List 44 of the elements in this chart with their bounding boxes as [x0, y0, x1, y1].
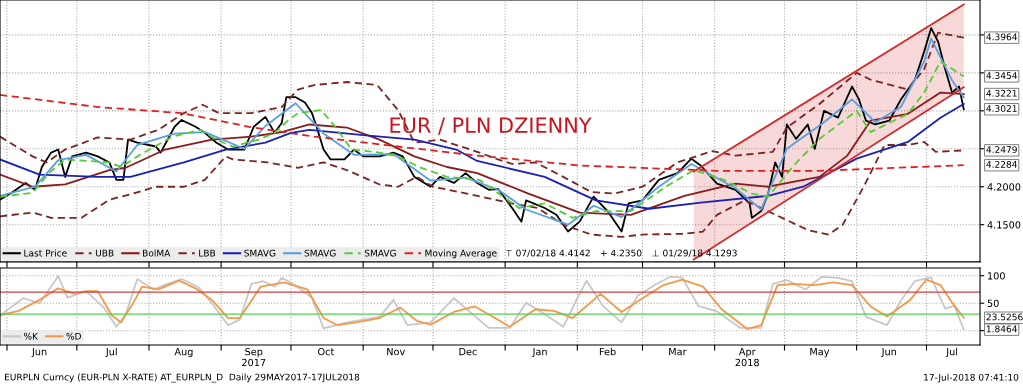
x-tick-label: Dec	[459, 348, 477, 356]
x-tick-label: Mar	[669, 348, 687, 356]
x-tick-label: Jun	[881, 348, 897, 358]
x-tick-label: Jun	[31, 348, 47, 358]
x-tick-label: May	[810, 348, 830, 358]
legend-label: SMAVG	[304, 249, 336, 257]
text: EURPLN Curncy (EUR-PLN X-RATE) AT_EURPLN_D Daily 29MAY2017-17JUL2018	[4, 373, 360, 383]
x-tick-label: Oct	[318, 347, 335, 356]
legend-label: SMAVG	[364, 249, 396, 257]
y-tick-label: 50	[987, 299, 999, 308]
legend-label: %D	[66, 332, 81, 340]
x-tick-label: Aug	[174, 348, 193, 358]
annotation: 4.2479	[986, 146, 1017, 153]
legend-label: LBB	[199, 249, 216, 257]
annotation: 4.3221	[986, 89, 1017, 97]
line-series	[0, 31, 965, 195]
text: EUR / PLN DZIENNY	[390, 117, 592, 135]
y-tick-label: 100	[988, 272, 1005, 280]
annotation: 4.3964	[986, 33, 1017, 41]
y-tick-label: 4.1500	[987, 221, 1021, 229]
annotation: 4.3021	[986, 105, 1017, 112]
x-tick-label: Nov	[387, 348, 405, 356]
text: 17-Jul-2018 07:41:10	[924, 373, 1019, 383]
annotation: 1.8464	[986, 325, 1017, 333]
x-tick-label: Jul	[105, 347, 117, 358]
annotation: 23.5256	[986, 313, 1023, 321]
legend-label: %K	[23, 332, 39, 340]
legend-label: SMAVG	[244, 249, 276, 257]
x-tick-label: Feb	[599, 347, 616, 356]
x-tick-label: Jul	[945, 347, 958, 358]
legend-label: Moving Average	[425, 249, 497, 259]
legend-label: UBB	[95, 249, 114, 257]
annotation: ⊥ 01/29/18 4.1293	[652, 249, 737, 258]
x-tick-label: Sep 2017	[242, 347, 266, 367]
annotation: ⊤ 07/02/18 4.4142	[505, 249, 590, 258]
legend-label: BolMA	[143, 249, 171, 257]
x-tick-label: Jan	[532, 348, 547, 358]
y-tick-label: 4.2000	[987, 183, 1021, 191]
x-tick-label: Apr 2018	[735, 348, 759, 367]
legend-label: Last Price	[24, 249, 67, 257]
annotation: 4.3454	[986, 72, 1017, 79]
annotation: + 4.2350	[600, 249, 642, 257]
annotation: 4.2284	[986, 160, 1017, 168]
line-series	[0, 60, 965, 219]
